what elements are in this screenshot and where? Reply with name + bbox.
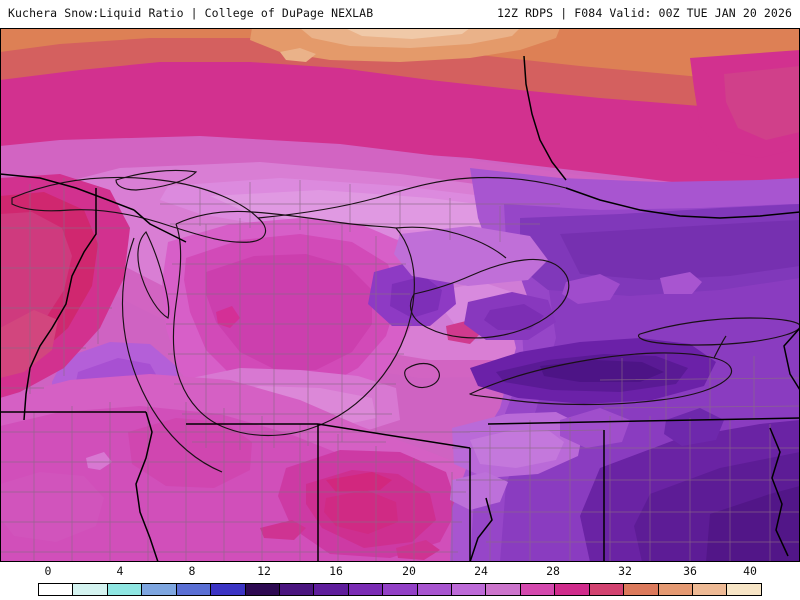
- colorbar-segment: [555, 584, 590, 595]
- colorbar-tick: 8: [188, 564, 196, 578]
- colorbar-segment: [314, 584, 349, 595]
- colorbar-segment: [245, 584, 280, 595]
- header-bar: Kuchera Snow:Liquid Ratio | College of D…: [0, 0, 800, 28]
- colorbar-segment: [727, 584, 761, 595]
- colorbar-tick: 0: [44, 564, 52, 578]
- colorbar-segment: [520, 584, 556, 595]
- colorbar-segment: [486, 584, 521, 595]
- map-canvas[interactable]: [0, 28, 800, 562]
- colorbar-tick: 16: [329, 564, 343, 578]
- coastlines: [11, 169, 800, 473]
- colorbar-tick: 24: [474, 564, 488, 578]
- colorbar-tick: 28: [546, 564, 560, 578]
- colorbar-segment: [383, 584, 418, 595]
- model-valid-time: 12Z RDPS | F084 Valid: 00Z TUE JAN 20 20…: [497, 6, 792, 20]
- colorbar: 0 4 8 12 16 20 24 28 32 36 40: [0, 562, 800, 600]
- colorbar-tick: 40: [743, 564, 757, 578]
- colorbar-segment: [39, 584, 74, 595]
- snow-liquid-ratio-field: [0, 28, 800, 562]
- state-borders: [0, 55, 800, 562]
- colorbar-tick: 20: [402, 564, 416, 578]
- colorbar-tick: 12: [257, 564, 271, 578]
- product-title: Kuchera Snow:Liquid Ratio | College of D…: [8, 6, 374, 20]
- colorbar-segment: [142, 584, 177, 595]
- colorbar-segment: [211, 584, 246, 595]
- colorbar-segment: [279, 584, 315, 595]
- colorbar-tick: 36: [683, 564, 697, 578]
- contour-bands: [0, 28, 800, 562]
- colorbar-segment: [348, 584, 384, 595]
- colorbar-segment: [107, 584, 143, 595]
- colorbar-segment: [417, 584, 453, 595]
- colorbar-segment: [452, 584, 487, 595]
- county-boundaries: [0, 178, 800, 562]
- colorbar-segment: [658, 584, 694, 595]
- colorbar-segment: [176, 584, 212, 595]
- colorbar-tick-labels: 0 4 8 12 16 20 24 28 32 36 40: [0, 564, 800, 580]
- colorbar-strip[interactable]: [38, 583, 762, 596]
- colorbar-segment: [693, 584, 728, 595]
- colorbar-segment: [624, 584, 659, 595]
- colorbar-tick: 32: [618, 564, 632, 578]
- colorbar-tick: 4: [116, 564, 124, 578]
- colorbar-segment: [589, 584, 625, 595]
- colorbar-segment: [73, 584, 108, 595]
